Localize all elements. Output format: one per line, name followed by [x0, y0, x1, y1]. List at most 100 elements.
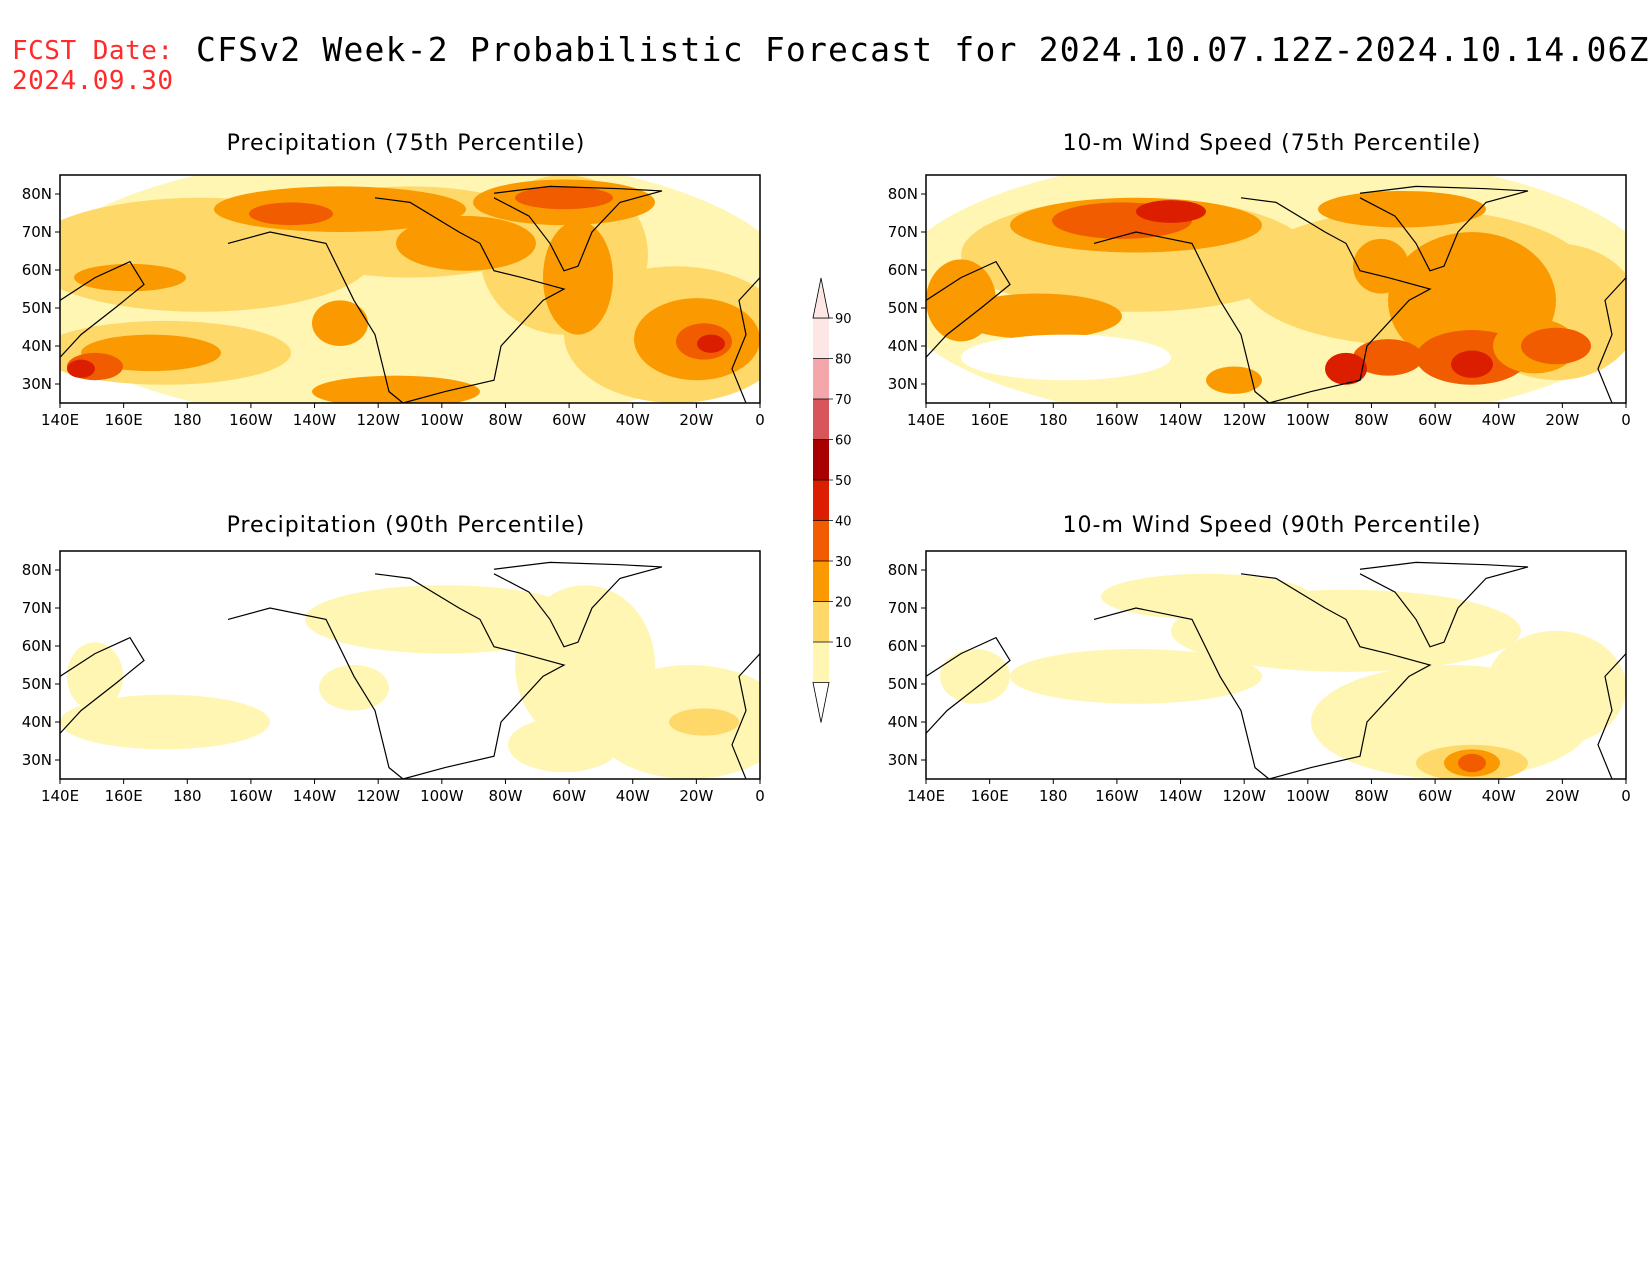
- lon-tick-label: 180: [173, 787, 202, 805]
- probability-contour: [508, 717, 620, 773]
- panel-title-precip-90: Precipitation (90th Percentile): [226, 513, 586, 538]
- asia-coastline: [60, 636, 145, 734]
- lat-tick-label: 70N: [888, 599, 918, 617]
- lon-tick-label: 100W: [420, 411, 464, 429]
- lon-tick-label: 20W: [1545, 787, 1579, 805]
- lon-tick-label: 20W: [679, 787, 713, 805]
- lon-tick-label: 160E: [971, 787, 1009, 805]
- lat-tick-label: 80N: [888, 561, 918, 579]
- map-panel-wind75: 140E 160E 180 160W 140W 120W 100W 80W 60W 40W 20W 0…: [888, 174, 1631, 429]
- probability-contour: [375, 318, 515, 374]
- probability-contour: [249, 202, 333, 226]
- probability-contour: [312, 300, 368, 347]
- lon-tick-label: 20W: [679, 411, 713, 429]
- probability-shading: [60, 561, 760, 779]
- probability-contour: [1206, 366, 1262, 394]
- probability-contour: [940, 649, 1010, 704]
- lon-tick-label: 100W: [1286, 411, 1330, 429]
- lon-tick-label: 0: [1621, 787, 1631, 805]
- lat-tick-label: 40N: [22, 713, 52, 731]
- map-frame: [925, 174, 1627, 404]
- probability-contour: [1458, 753, 1486, 773]
- map-frame: [59, 550, 761, 780]
- colorbar-label: 50: [835, 474, 852, 489]
- lon-tick-label: 120W: [1222, 787, 1266, 805]
- lat-tick-label: 60N: [22, 637, 52, 655]
- probability-contour: [515, 186, 613, 210]
- colorbar-segment: [813, 601, 829, 642]
- probability-contour: [1325, 352, 1367, 385]
- probability-contour: [1353, 238, 1409, 294]
- colorbar-label: 80: [835, 353, 852, 368]
- lon-tick-label: 100W: [1286, 787, 1330, 805]
- colorbar-segment: [813, 318, 829, 359]
- lon-tick-label: 60W: [552, 411, 586, 429]
- lat-tick-label: 70N: [22, 599, 52, 617]
- lat-tick-label: 40N: [888, 713, 918, 731]
- lat-tick-label: 50N: [22, 299, 52, 317]
- probability-contour: [961, 334, 1171, 381]
- lon-tick-label: 160E: [971, 411, 1009, 429]
- probability-contour: [319, 665, 389, 711]
- lon-tick-label: 40W: [1482, 411, 1516, 429]
- lat-tick-label: 40N: [888, 337, 918, 355]
- probability-contour: [312, 375, 480, 403]
- probability-contour: [954, 293, 1122, 340]
- coastline: [1093, 573, 1432, 779]
- lon-tick-label: 160E: [105, 787, 143, 805]
- lon-tick-label: 160W: [229, 787, 273, 805]
- probability-contour: [1136, 200, 1206, 223]
- europe-coastline: [1597, 653, 1626, 779]
- lon-tick-label: 140W: [1159, 411, 1203, 429]
- probability-contour: [1171, 589, 1521, 672]
- europe-coastline: [731, 277, 760, 403]
- colorbar-label: 20: [835, 596, 852, 611]
- map-frame: [59, 174, 761, 404]
- lat-tick-label: 50N: [22, 675, 52, 693]
- probability-contour: [697, 334, 725, 353]
- greenland-coastline: [1359, 561, 1529, 648]
- probability-contour: [543, 220, 613, 335]
- colorbar-segment: [813, 642, 829, 683]
- lon-tick-label: 140E: [907, 411, 945, 429]
- lat-tick-label: 70N: [22, 223, 52, 241]
- lat-tick-label: 80N: [888, 185, 918, 203]
- lon-tick-label: 180: [1039, 411, 1068, 429]
- lon-tick-label: 80W: [1354, 411, 1388, 429]
- lat-tick-label: 30N: [22, 751, 52, 769]
- colorbar-top-arrow: [812, 277, 830, 319]
- lon-tick-label: 40W: [616, 411, 650, 429]
- colorbar-segment: [813, 439, 829, 480]
- lon-tick-label: 60W: [1418, 411, 1452, 429]
- europe-coastline: [1597, 277, 1626, 403]
- probability-contour: [1010, 649, 1262, 704]
- coastline: [1093, 197, 1432, 403]
- lon-tick-label: 80W: [1354, 787, 1388, 805]
- panel-title-wind-90: 10-m Wind Speed (90th Percentile): [1062, 513, 1482, 538]
- colorbar: 90 80 70 60 50 40 30 20 10: [812, 277, 852, 723]
- lon-tick-label: 100W: [420, 787, 464, 805]
- lat-tick-label: 80N: [22, 561, 52, 579]
- map-panel-precip75: 140E 160E 180 160W 140W 120W 100W 80W 60W 40W 20W 0…: [22, 174, 765, 429]
- lon-tick-label: 120W: [356, 787, 400, 805]
- colorbar-segment: [813, 358, 829, 399]
- lat-tick-label: 60N: [888, 637, 918, 655]
- colorbar-label: 90: [835, 312, 852, 327]
- lon-tick-label: 160W: [1095, 411, 1139, 429]
- probability-contour: [67, 359, 95, 378]
- lon-tick-label: 0: [1621, 411, 1631, 429]
- probability-contour: [60, 694, 270, 750]
- greenland-coastline: [1359, 185, 1529, 272]
- asia-coastline: [926, 260, 1011, 358]
- forecast-date-value: 2024.09.30: [12, 66, 174, 96]
- lon-tick-label: 20W: [1545, 411, 1579, 429]
- probability-contour: [74, 263, 186, 292]
- probability-contour: [1486, 630, 1626, 745]
- lon-tick-label: 120W: [356, 411, 400, 429]
- lat-tick-label: 40N: [22, 337, 52, 355]
- map-panel-wind90: 140E 160E 180 160W 140W 120W 100W 80W 60W 40W 20W 0…: [888, 550, 1631, 805]
- forecast-date-label: FCST Date:: [12, 36, 174, 66]
- lat-tick-label: 50N: [888, 675, 918, 693]
- colorbar-label: 10: [835, 636, 852, 651]
- lon-tick-label: 140W: [1159, 787, 1203, 805]
